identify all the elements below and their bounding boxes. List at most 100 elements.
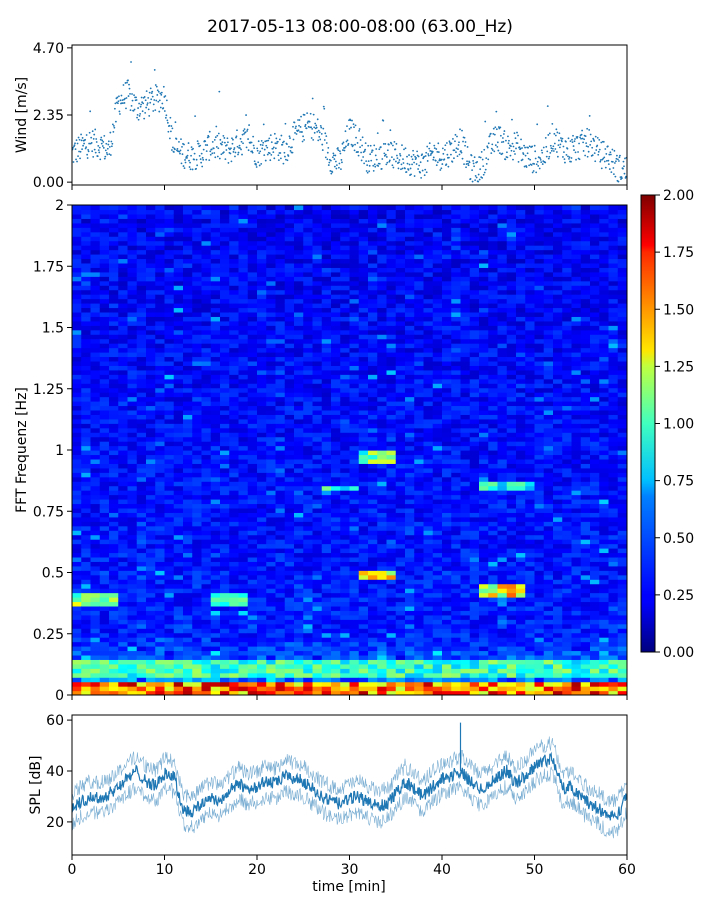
spectrogram-cell [183, 512, 193, 518]
spectrogram-cell [118, 556, 129, 562]
spectrogram-cell [284, 441, 295, 447]
wind-point [227, 141, 229, 144]
spectrogram-cell [275, 303, 286, 309]
spectrogram-cell [358, 231, 369, 237]
spectrogram-cell [331, 352, 341, 358]
spectrogram-cell [386, 485, 397, 491]
spectrogram-cell [284, 556, 295, 562]
spectrogram-cell [136, 396, 147, 402]
spectrogram-cell [275, 681, 286, 687]
spectrogram-cell [183, 347, 193, 353]
spectrogram-cell [257, 463, 267, 469]
spectrogram-cell [386, 521, 397, 527]
wind-point [373, 144, 376, 147]
spectrogram-cell [294, 458, 304, 464]
spectrogram-cell [294, 329, 304, 335]
spectrogram-cell [257, 205, 267, 211]
spectrogram-cell [155, 267, 166, 273]
spectrogram-cell [72, 347, 82, 353]
spectrogram-cell [275, 360, 286, 366]
wind-point [246, 128, 249, 131]
spectrogram-cell [257, 311, 267, 317]
spectrogram-cell [275, 378, 286, 384]
spectrogram-cell [377, 280, 388, 286]
spectrogram-cell [275, 476, 286, 482]
spectrogram-cell [81, 401, 92, 407]
spectrogram-cell [266, 672, 277, 678]
spectrogram-cell [349, 476, 360, 482]
spectrogram-cell [321, 347, 332, 353]
spectrogram-cell [247, 280, 258, 286]
spectrogram-cell [155, 548, 166, 554]
spectrogram-cell [127, 245, 138, 251]
spectrogram-cell [220, 525, 230, 531]
spectrogram-cell [229, 418, 240, 424]
spectrogram-cell [155, 374, 166, 380]
spectrogram-cell [155, 262, 166, 268]
spectrogram-cell [210, 650, 221, 656]
spectrogram-cell [368, 432, 378, 438]
spectrogram-cell [164, 383, 175, 389]
spectrogram-cell [312, 579, 323, 585]
spectrogram-cell [303, 258, 314, 264]
wind-point [419, 171, 422, 174]
wind-point [209, 150, 212, 153]
spectrogram-cell [238, 401, 249, 407]
wind-point [181, 145, 183, 148]
spectrogram-cell [127, 490, 138, 496]
spectrogram-cell [340, 574, 351, 580]
spectrogram-cell [349, 503, 360, 509]
wind-point [434, 159, 437, 162]
spectrogram-cell [247, 352, 258, 358]
spectrogram-cell [377, 534, 388, 540]
spectrogram-cell [238, 450, 249, 456]
spectrogram-cell [257, 374, 267, 380]
spectrogram-cell [90, 356, 101, 362]
spectrogram-cell [173, 690, 184, 695]
spectrogram-cell [386, 401, 397, 407]
spectrogram-cell [192, 530, 203, 536]
wind-point [437, 142, 440, 145]
wind-point [401, 167, 404, 170]
spectrogram-cell [275, 294, 286, 300]
spectrogram-cell [155, 463, 166, 469]
spectrogram-cell [164, 592, 175, 598]
spectrogram-cell [229, 677, 240, 683]
spectrogram-cell [146, 294, 156, 300]
wind-point [342, 149, 344, 151]
spectrogram-cell [229, 320, 240, 326]
wind-point [300, 115, 302, 118]
wind-point [281, 143, 284, 146]
spectrogram-cell [275, 276, 286, 282]
spectrogram-cell [99, 570, 110, 576]
spectrogram-cell [118, 311, 129, 317]
wind-point [352, 144, 354, 147]
spectrogram-cell [220, 494, 230, 500]
spectrogram-cell [118, 205, 129, 211]
spectrogram-cell [127, 454, 138, 460]
spectrogram-cell [229, 583, 240, 589]
wind-point [226, 137, 229, 140]
spectrogram-cell [247, 450, 258, 456]
spectrogram-cell [257, 539, 267, 545]
wind-point [561, 137, 564, 140]
wind-point [292, 138, 295, 141]
spectrogram-cell [340, 289, 351, 295]
spectrogram-cell [349, 463, 360, 469]
spectrogram-cell [72, 454, 82, 460]
spectrogram-cell [368, 347, 378, 353]
spectrogram-cell [183, 654, 193, 660]
spectrogram-cell [238, 436, 249, 442]
spectrogram-cell [229, 637, 240, 643]
spectrogram-cell [247, 677, 258, 683]
wind-point [204, 140, 207, 143]
spectrogram-cell [164, 610, 175, 616]
spectrogram-cell [368, 534, 378, 540]
spectrogram-cell [358, 499, 369, 505]
spectrogram-cell [349, 347, 360, 353]
wind-point [179, 149, 182, 152]
spectrogram-cell [368, 601, 378, 607]
spectrogram-cell [173, 285, 184, 291]
spectrogram-cell [266, 543, 277, 549]
spectrogram-cell [192, 472, 203, 478]
